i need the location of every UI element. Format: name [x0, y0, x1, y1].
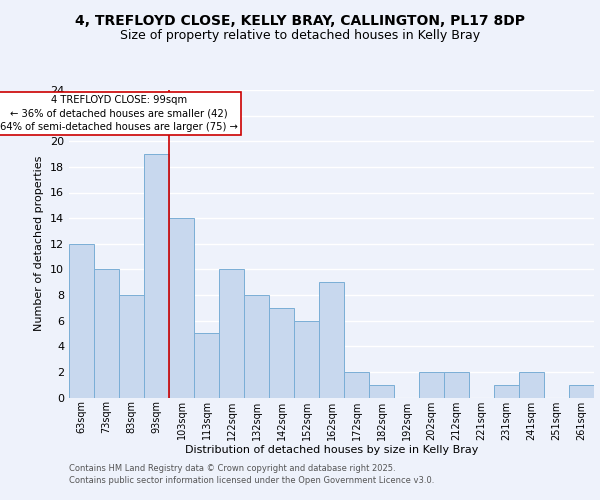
Bar [69, 244, 94, 398]
X-axis label: Distribution of detached houses by size in Kelly Bray: Distribution of detached houses by size … [185, 445, 478, 455]
Text: Contains public sector information licensed under the Open Government Licence v3: Contains public sector information licen… [69, 476, 434, 485]
Bar [194, 334, 219, 398]
Bar [244, 295, 269, 398]
Bar [519, 372, 544, 398]
Text: Size of property relative to detached houses in Kelly Bray: Size of property relative to detached ho… [120, 28, 480, 42]
Bar [269, 308, 294, 398]
Bar [369, 384, 394, 398]
Bar [94, 270, 119, 398]
Bar [419, 372, 444, 398]
Text: 4 TREFLOYD CLOSE: 99sqm
← 36% of detached houses are smaller (42)
64% of semi-de: 4 TREFLOYD CLOSE: 99sqm ← 36% of detache… [0, 95, 238, 132]
Bar [494, 384, 519, 398]
Bar [219, 270, 244, 398]
Bar [444, 372, 469, 398]
Bar [169, 218, 194, 398]
Bar [569, 384, 594, 398]
Text: Contains HM Land Registry data © Crown copyright and database right 2025.: Contains HM Land Registry data © Crown c… [69, 464, 395, 473]
Y-axis label: Number of detached properties: Number of detached properties [34, 156, 44, 332]
Bar [119, 295, 144, 398]
Bar [344, 372, 369, 398]
Text: 4, TREFLOYD CLOSE, KELLY BRAY, CALLINGTON, PL17 8DP: 4, TREFLOYD CLOSE, KELLY BRAY, CALLINGTO… [75, 14, 525, 28]
Bar [294, 320, 319, 398]
Bar [144, 154, 169, 398]
Bar [319, 282, 344, 398]
